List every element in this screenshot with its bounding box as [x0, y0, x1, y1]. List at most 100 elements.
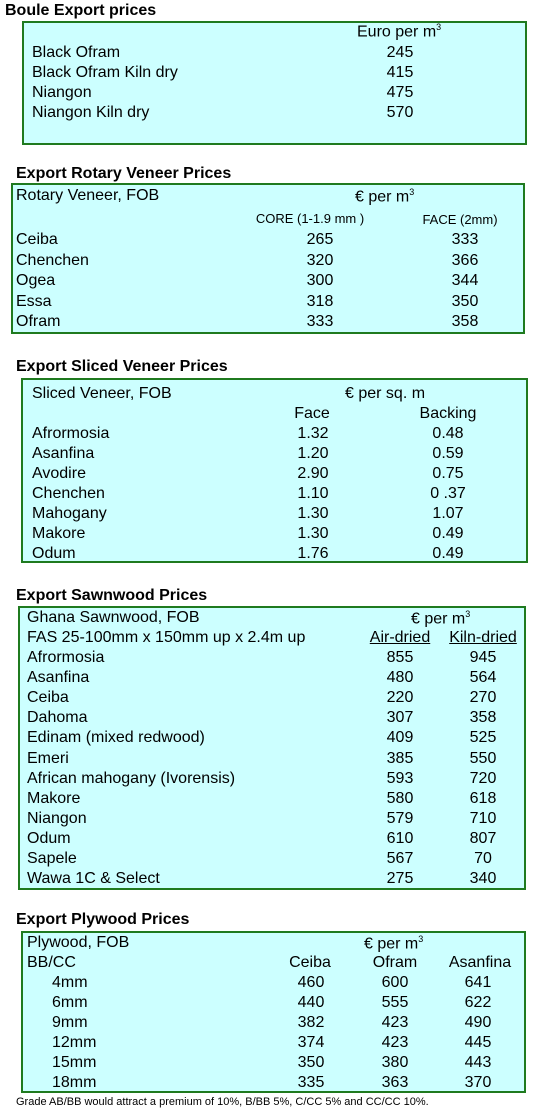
rotary-title: Export Rotary Veneer Prices [16, 165, 232, 182]
sawn-species: Ceiba [27, 689, 69, 707]
sawn-species: Makore [27, 789, 81, 807]
sawn-species: Odum [27, 829, 71, 847]
sawn-species: Afrormosia [27, 649, 105, 666]
plywood-unit: € per m3 [364, 934, 424, 953]
plywood-thickness: 4mm [52, 974, 88, 991]
sliced-unit: € per sq. m [345, 385, 426, 402]
plywood-thickness: 6mm [52, 993, 88, 1011]
boule-species: Black Ofram Kiln dry [32, 64, 178, 81]
sawn-species: Asanfina [27, 669, 90, 687]
plywood-asanfina-price: 443 [464, 1053, 492, 1071]
sawn-air-price: 610 [386, 829, 414, 847]
plywood-ofram-price: 423 [381, 1013, 409, 1031]
boule-price: 245 [386, 44, 414, 61]
rotary-face-price: 358 [451, 313, 479, 330]
boule-species: Black Ofram [32, 44, 121, 61]
sawn-air-price: 593 [386, 769, 414, 787]
sawn-air-price: 855 [386, 649, 414, 666]
sawn-air-price: 567 [386, 850, 414, 867]
plywood-asanfina-price: 445 [464, 1033, 492, 1051]
sliced-backing-price: 0.49 [432, 525, 464, 542]
rotary-table [11, 183, 525, 334]
sawn-header: Ghana Sawnwood, FOB [27, 609, 200, 626]
sawn-species: Wawa 1C & Select [27, 870, 160, 888]
sawn-table [18, 606, 526, 890]
sawn-air-price: 409 [386, 729, 414, 747]
plywood-asanfina-price: 490 [464, 1013, 492, 1031]
rotary-core-price: 318 [306, 292, 334, 310]
plywood-ceiba-price: 335 [297, 1073, 325, 1091]
sliced-title: Export Sliced Veneer Prices [16, 358, 228, 375]
plywood-ofram-price: 380 [381, 1053, 409, 1071]
rotary-species: Ofram [16, 313, 61, 330]
rotary-core-price: 265 [306, 231, 334, 248]
plywood-asanfina-header: Asanfina [448, 954, 512, 971]
sawn-spec: FAS 25-100mm x 150mm up x 2.4m up [27, 629, 306, 646]
sawn-air-price: 220 [386, 689, 414, 707]
plywood-asanfina-price: 641 [464, 974, 492, 991]
plywood-header: Plywood, FOB [27, 934, 130, 951]
sawn-air-price: 580 [386, 789, 414, 807]
rotary-species: Ceiba [16, 231, 58, 248]
sliced-species: Odum [32, 545, 76, 562]
plywood-note: Grade AB/BB would attract a premium of 1… [16, 1096, 429, 1108]
plywood-ofram-price: 555 [381, 993, 409, 1011]
sawn-kiln-price: 70 [474, 850, 492, 867]
rotary-face-header: FACE (2mm) [422, 212, 498, 227]
sawn-air-header: Air-dried [369, 629, 431, 646]
plywood-ofram-header: Ofram [372, 954, 418, 971]
rotary-core-price: 320 [306, 251, 334, 269]
rotary-header: Rotary Veneer, FOB [16, 187, 160, 204]
sawn-kiln-price: 340 [469, 870, 497, 888]
sawn-air-price: 579 [386, 809, 414, 827]
sawn-kiln-price: 550 [469, 749, 497, 767]
plywood-table [21, 931, 526, 1093]
rotary-species: Essa [16, 292, 52, 310]
sliced-backing-price: 0.48 [432, 425, 464, 442]
sawn-kiln-price: 358 [469, 709, 497, 727]
sawn-species: Niangon [27, 809, 87, 827]
boule-price: 475 [386, 84, 414, 101]
sliced-face-price: 1.10 [297, 485, 329, 502]
sawn-species: Edinam (mixed redwood) [27, 729, 205, 747]
sliced-backing-price: 0.59 [432, 445, 464, 462]
sliced-species: Afrormosia [32, 425, 110, 442]
sawn-species: Sapele [27, 850, 77, 867]
plywood-ofram-price: 423 [381, 1033, 409, 1051]
sliced-header: Sliced Veneer, FOB [32, 385, 172, 402]
sliced-face-price: 1.30 [297, 505, 329, 522]
sawn-species: African mahogany (Ivorensis) [27, 769, 236, 787]
sawn-kiln-price: 945 [469, 649, 497, 666]
rotary-face-price: 350 [451, 292, 479, 310]
boule-price: 570 [386, 104, 414, 121]
sawn-title: Export Sawnwood Prices [16, 587, 208, 604]
rotary-face-price: 333 [451, 231, 479, 248]
sliced-face-price: 2.90 [297, 465, 329, 482]
rotary-core-price: 333 [306, 313, 334, 330]
sawn-unit: € per m3 [411, 609, 471, 628]
boule-price: 415 [386, 64, 414, 81]
plywood-ceiba-price: 374 [297, 1033, 325, 1051]
rotary-face-price: 344 [451, 272, 479, 289]
sliced-backing-header: Backing [419, 405, 477, 422]
rotary-unit: € per m3 [355, 187, 415, 206]
sliced-face-price: 1.30 [297, 525, 329, 542]
boule-unit: Euro per m3 [357, 22, 442, 41]
boule-title: Boule Export prices [5, 2, 157, 19]
sliced-species: Avodire [32, 465, 86, 482]
plywood-title: Export Plywood Prices [16, 911, 190, 928]
sawn-kiln-price: 525 [469, 729, 497, 747]
plywood-ceiba-price: 440 [297, 993, 325, 1011]
sawn-air-price: 275 [386, 870, 414, 888]
plywood-thickness: 15mm [52, 1053, 97, 1071]
plywood-asanfina-price: 370 [464, 1073, 492, 1091]
sawn-air-price: 480 [386, 669, 414, 687]
rotary-core-header: CORE (1-1.9 mm ) [255, 211, 365, 226]
boule-table [22, 21, 527, 145]
sliced-face-price: 1.76 [297, 545, 329, 562]
rotary-face-price: 366 [451, 251, 479, 269]
sliced-backing-price: 0 .37 [430, 485, 466, 502]
sawn-kiln-price: 564 [469, 669, 497, 687]
plywood-grade: BB/CC [27, 954, 76, 971]
sawn-species: Dahoma [27, 709, 88, 727]
